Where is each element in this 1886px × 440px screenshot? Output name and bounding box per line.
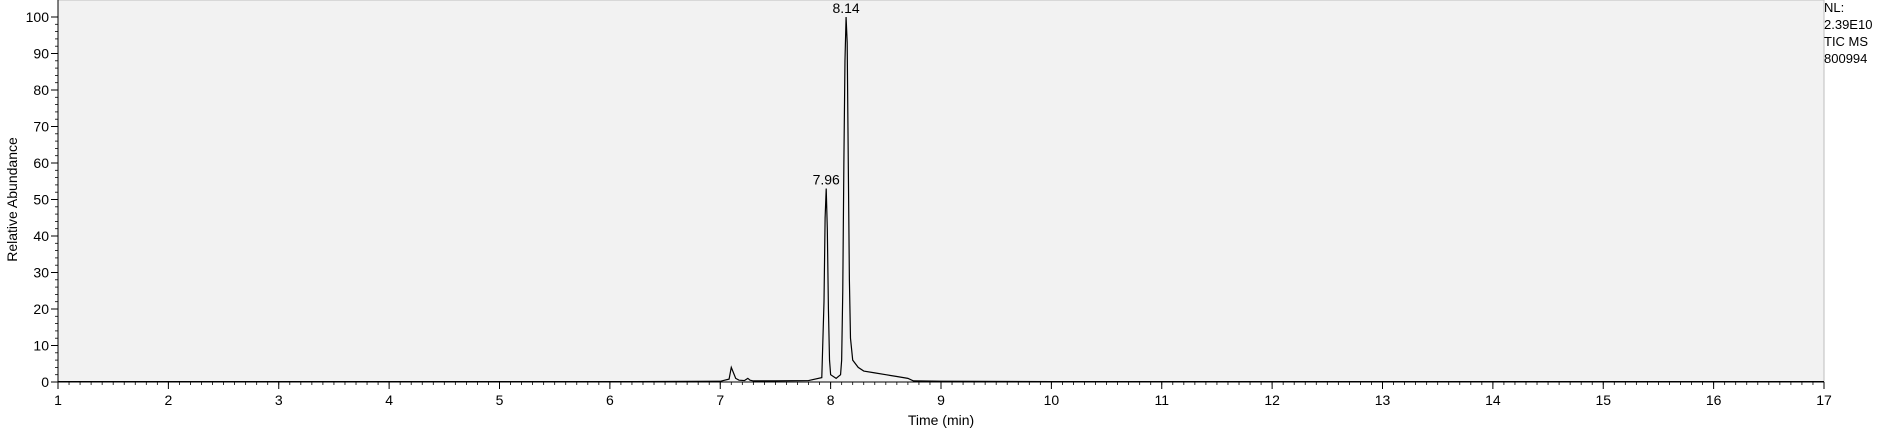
x-major-ticks: [57, 382, 1825, 389]
info-line-scan: 800994: [1824, 51, 1867, 66]
x-tick-label: 14: [1485, 392, 1501, 408]
x-tick-label: 17: [1816, 392, 1832, 408]
y-tick-label: 80: [33, 82, 49, 98]
y-tick-label: 90: [33, 46, 49, 62]
x-axis-title: Time (min): [908, 412, 974, 428]
x-tick-label: 7: [716, 392, 724, 408]
info-block: NL: 2.39E10 TIC MS 800994: [1824, 0, 1872, 66]
plot-area: [57, 0, 1825, 383]
x-tick-label: 16: [1706, 392, 1722, 408]
x-tick-label: 1: [54, 392, 62, 408]
x-tick-label: 11: [1154, 392, 1169, 408]
y-tick-labels: 0 10 20 30 40 50 60 70 80 90 100: [26, 9, 50, 390]
y-tick-label: 30: [33, 265, 49, 281]
x-tick-label: 4: [385, 392, 393, 408]
y-axis-title: Relative Abundance: [4, 137, 20, 262]
peak-labels: 7.96 8.14: [813, 0, 860, 188]
y-tick-label: 20: [33, 301, 49, 317]
x-tick-label: 12: [1264, 392, 1280, 408]
x-tick-label: 3: [275, 392, 283, 408]
y-tick-label: 0: [41, 374, 49, 390]
x-tick-label: 13: [1375, 392, 1391, 408]
x-tick-label: 15: [1595, 392, 1611, 408]
peak-label: 8.14: [832, 0, 859, 16]
info-line-tic: TIC MS: [1824, 34, 1868, 49]
x-tick-label: 2: [164, 392, 172, 408]
x-tick-label: 5: [496, 392, 504, 408]
series-line-tic: [58, 16, 1824, 383]
y-major-ticks: [51, 16, 58, 383]
x-tick-label: 9: [937, 392, 945, 408]
y-tick-label: 50: [33, 192, 49, 208]
info-line-nl: NL:: [1824, 0, 1844, 15]
y-tick-label: 60: [33, 155, 49, 171]
peak-label: 7.96: [813, 172, 840, 188]
x-tick-label: 8: [827, 392, 835, 408]
x-tick-labels: 1 2 3 4 5 6 7 8 9 10 11 12 13 14 15 16 17: [54, 392, 1832, 408]
y-tick-label: 10: [33, 338, 49, 354]
y-tick-label: 100: [26, 9, 50, 25]
x-tick-label: 10: [1044, 392, 1060, 408]
y-tick-label: 70: [33, 119, 49, 135]
x-tick-label: 6: [606, 392, 614, 408]
info-line-scale: 2.39E10: [1824, 17, 1872, 32]
y-tick-label: 40: [33, 228, 49, 244]
